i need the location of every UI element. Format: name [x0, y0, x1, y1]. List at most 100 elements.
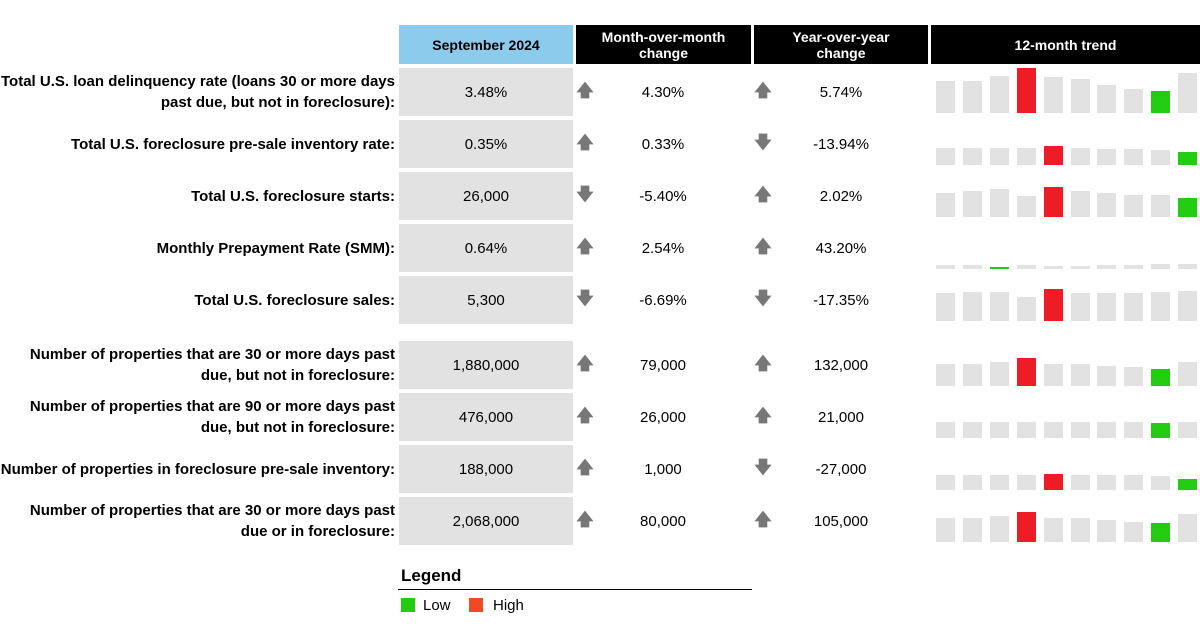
value-cell: 5,300 [399, 276, 573, 324]
yoy-cell: 43.20% [815, 239, 867, 257]
trend-bar [1043, 289, 1063, 321]
trend-bar [1178, 479, 1198, 490]
trend-bar [936, 518, 955, 542]
trend-bar [989, 189, 1009, 217]
mom-cell: 80,000 [640, 512, 686, 530]
trend-bar [936, 81, 955, 113]
trend-bar [1070, 364, 1090, 386]
trend-bar [1016, 148, 1036, 165]
trend-bar [1151, 195, 1171, 217]
trend-bar [1124, 149, 1144, 165]
row-label: Number of properties that are 90 or more… [29, 398, 395, 436]
trend-bar [1151, 523, 1171, 542]
arrow-up: 🡅 [576, 457, 594, 477]
trend-bar [1097, 293, 1117, 321]
mom-cell: -6.69% [639, 291, 687, 309]
trend-bar [989, 148, 1009, 165]
row-label: Number of properties in foreclosure pre-… [0, 460, 395, 478]
mom-cell: 4.30% [641, 83, 685, 101]
trend-bar [1178, 152, 1198, 165]
trend-bar [1124, 89, 1144, 113]
trend-bar [962, 518, 982, 542]
legend-swatch-low [401, 598, 415, 612]
value-cell: 1,880,000 [399, 341, 573, 389]
yoy-cell: -13.94% [813, 135, 869, 153]
trend-bar [1178, 422, 1198, 438]
arrow-up: 🡅 [754, 509, 772, 529]
trend-bar [962, 422, 982, 438]
legend-swatch-high [469, 598, 483, 612]
trend-bar [936, 193, 955, 217]
trend-bar [1016, 422, 1036, 438]
trend-bar [936, 364, 955, 386]
trend-bar [1151, 150, 1171, 165]
header-trend: 12-month trend [931, 25, 1200, 64]
row-label: Number of properties that are 30 or more… [29, 346, 395, 384]
trend-bar [989, 267, 1009, 269]
trend-bar [1178, 514, 1198, 542]
trend-bar [1151, 292, 1171, 321]
trend-bar [989, 516, 1009, 542]
trend-bar [962, 191, 982, 217]
trend-bar [936, 422, 955, 438]
mom-cell: 26,000 [640, 408, 686, 426]
value-cell: 26,000 [399, 172, 573, 220]
row-label: Monthly Prepayment Rate (SMM): [156, 239, 395, 257]
trend-bar [1016, 196, 1036, 217]
trend-bar [1124, 265, 1144, 269]
trend-bar [1070, 475, 1090, 490]
trend-bar [1070, 293, 1090, 321]
value-cell: 2,068,000 [399, 497, 573, 545]
trend-bar [989, 475, 1009, 490]
row-label: Total U.S. foreclosure sales: [194, 291, 395, 309]
trend-bar [1097, 265, 1117, 269]
trend-bar [1124, 293, 1144, 321]
trend-bar [962, 81, 982, 113]
row-label: Total U.S. loan delinquency rate (loans … [1, 73, 395, 111]
trend-bar [1124, 367, 1144, 386]
trend-bar [1043, 422, 1063, 438]
arrow-up: 🡅 [754, 353, 772, 373]
trend-bar [1178, 198, 1198, 217]
yoy-cell: 5.74% [819, 83, 863, 101]
trend-bar [1016, 297, 1036, 321]
trend-bar [1097, 520, 1117, 542]
arrow-up: 🡅 [576, 509, 594, 529]
yoy-cell: -27,000 [815, 460, 867, 478]
mom-cell: -5.40% [639, 187, 687, 205]
trend-bar [1043, 77, 1063, 113]
value-cell: 0.64% [399, 224, 573, 272]
trend-bar [989, 76, 1009, 113]
arrow-up: 🡅 [754, 184, 772, 204]
trend-bar [1178, 291, 1198, 321]
yoy-cell: 2.02% [819, 187, 863, 205]
trend-bar [962, 292, 982, 321]
header-mom: Month-over-month change [576, 25, 751, 64]
trend-bar [962, 364, 982, 386]
trend-bar [1151, 91, 1171, 113]
value-cell: 188,000 [399, 445, 573, 493]
arrow-down: 🡇 [754, 132, 772, 152]
trend-bar [1016, 475, 1036, 490]
yoy-cell: 105,000 [813, 512, 869, 530]
value-cell: 476,000 [399, 393, 573, 441]
header-period: September 2024 [399, 25, 573, 64]
mom-cell: 2.54% [641, 239, 685, 257]
value-cell: 3.48% [399, 68, 573, 116]
arrow-up: 🡅 [576, 80, 594, 100]
trend-bar [1151, 423, 1171, 438]
trend-bar [962, 265, 982, 269]
trend-bar [1043, 187, 1063, 217]
trend-bar [936, 293, 955, 321]
arrow-up: 🡅 [576, 353, 594, 373]
legend-title: Legend [401, 566, 462, 585]
trend-bar [1151, 264, 1171, 269]
legend-low: Low [423, 597, 451, 614]
trend-bar [962, 148, 982, 165]
trend-bar [1016, 512, 1036, 542]
trend-bar [989, 362, 1009, 386]
trend-bar [1070, 191, 1090, 217]
trend-bar [1043, 364, 1063, 386]
row-label: Number of properties that are 30 or more… [29, 502, 395, 540]
arrow-down: 🡇 [576, 184, 594, 204]
